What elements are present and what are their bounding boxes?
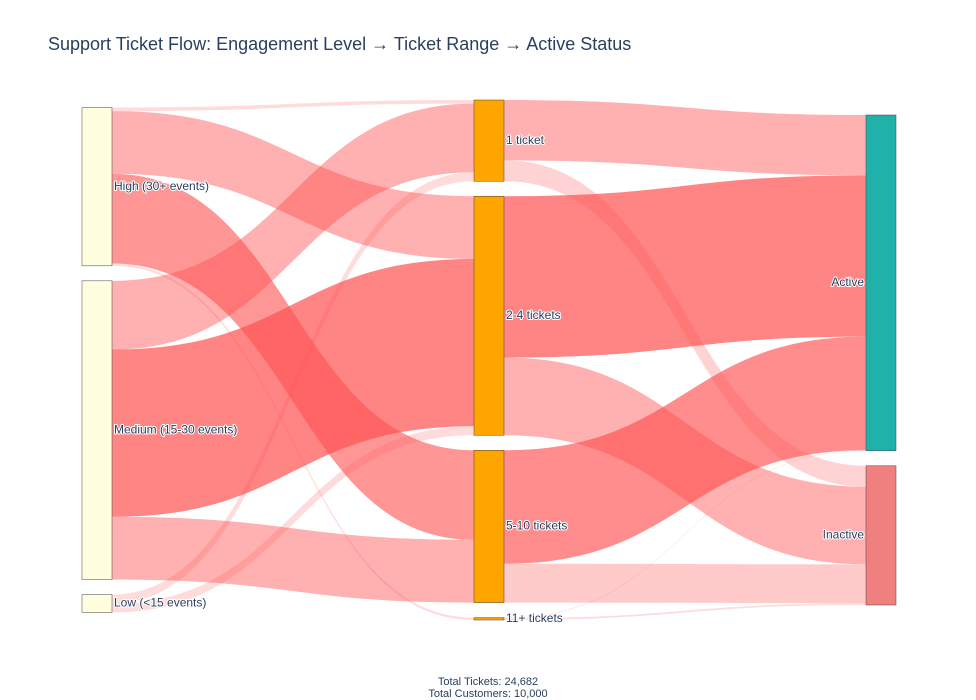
link-t4-to-inactive [504, 603, 866, 620]
node-inactive [865, 465, 897, 606]
node-high [81, 107, 113, 267]
total-tickets-note: Total Tickets: 24,682 [438, 676, 538, 688]
link-medium-to-t3 [112, 516, 474, 603]
sankey-node-labels: High (30+ events) Medium (15-30 events) Lo… [113, 132, 865, 626]
node-t4 [473, 617, 505, 621]
link-t4-to-active [504, 450, 866, 619]
node-t2 [473, 196, 505, 436]
link-t3-to-inactive [504, 563, 866, 604]
node-t1 [473, 99, 505, 182]
node-label-t4: 11+ tickets [506, 611, 563, 625]
sankey-links [112, 100, 866, 620]
link-medium-to-t2 [112, 258, 474, 517]
node-label-t1: 1 ticket [506, 133, 545, 147]
node-low [81, 594, 113, 613]
node-label-medium: Medium (15-30 events) [114, 422, 237, 436]
node-label-low: Low (<15 events) [114, 596, 206, 610]
node-label-high: High (30+ events) [114, 179, 209, 193]
link-t2-to-active [504, 175, 866, 358]
node-label-inactive: Inactive [823, 528, 865, 542]
node-label-active: Active [831, 275, 864, 289]
node-label-t3: 5-10 tickets [506, 519, 567, 533]
chart-title: Support Ticket Flow: Engagement Level → … [48, 34, 631, 54]
link-low-to-t2 [112, 426, 474, 613]
sankey-nodes [81, 99, 897, 621]
link-t3-to-active [504, 336, 866, 564]
link-high-to-t2 [112, 111, 474, 259]
node-t3 [473, 450, 505, 603]
link-t1-to-active [504, 100, 866, 176]
node-active [865, 114, 897, 452]
link-low-to-t1 [112, 172, 474, 604]
link-high-to-t1 [112, 100, 474, 112]
node-label-t2: 2-4 tickets [506, 308, 561, 322]
total-customers-note: Total Customers: 10,000 [428, 688, 547, 700]
node-medium [81, 280, 113, 580]
link-medium-to-t1 [112, 103, 474, 350]
